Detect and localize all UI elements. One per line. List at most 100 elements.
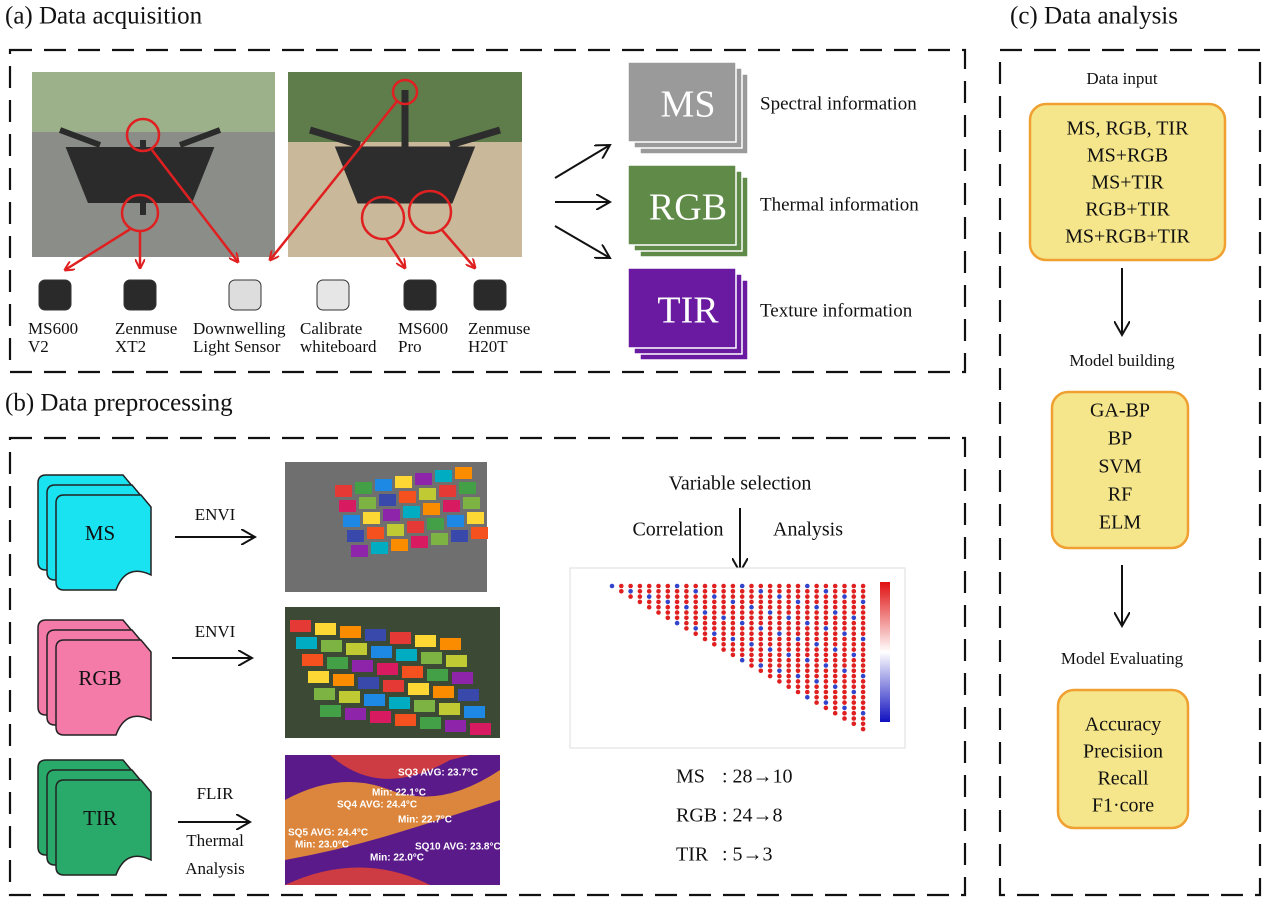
corr-dot [832,620,838,626]
plot-cell [321,640,342,652]
arrow [554,145,610,179]
corr-dot [795,684,801,689]
plot-cell [399,491,416,503]
corr-dot [786,626,791,631]
corr-dot [823,594,829,599]
plot-cell [431,533,448,545]
plot-cell [320,705,341,717]
thermal-hotspot [285,770,500,860]
corr-dot [832,668,838,674]
corr-dot [758,652,764,658]
thermal-label: Min: 23.0°C [295,840,349,851]
corr-dot [842,599,847,605]
reduction-value: : 28→10 [722,766,793,788]
colorbar [880,582,890,722]
corr-dot [823,626,829,631]
corr-dot [749,615,754,621]
thermal-label: Min: 22.1°C [372,788,426,799]
corr-dot [628,583,633,589]
corr-dot [758,610,764,615]
corr-dot [777,589,782,594]
corr-dot [786,657,791,663]
corr-dot [842,652,847,658]
corr-dot [860,679,866,684]
corr-dot [712,642,717,647]
corr-dot [851,710,857,716]
plot-cell [345,708,366,720]
corr-dot [805,689,810,695]
plot-cell [367,527,384,539]
corr-dot [805,610,810,615]
corr-dot [721,642,726,647]
corr-dot [749,636,754,642]
reduction-value: : 5→3 [722,844,773,866]
image-label: RGB [649,187,727,229]
corr-dot [832,642,838,647]
block-box [1028,102,1227,262]
corr-dot [860,663,866,668]
corr-dot [758,626,764,631]
highlight [125,117,161,153]
plot-cell [423,503,440,515]
corr-dot [674,594,680,599]
corr-dot [795,668,801,674]
plot-cell [464,706,485,718]
corr-dot [823,642,829,647]
corr-dot [805,679,810,684]
corr-dot [842,663,847,668]
corr-dot [860,657,866,663]
device-label: Zenmuse [468,319,530,338]
corr-dot [702,583,708,589]
corr-dot [684,626,689,631]
corr-dot [842,626,847,631]
corr-dot [674,610,680,615]
corr-dot [814,599,819,605]
block-label: Data input [1086,69,1158,88]
corr-dot [767,599,773,605]
corr-dot [842,657,847,663]
plot-cell [439,485,456,497]
corr-dot [777,642,782,647]
plot-cell [421,652,442,664]
corr-dot [805,695,810,700]
highlight [391,78,419,106]
corr-dot [730,620,736,626]
corr-dot [805,663,810,668]
corr-dot [693,626,698,631]
block-item: Recall [1097,768,1149,790]
corr-dot [832,684,838,689]
corr-dot [730,604,736,610]
block-item: MS+TIR [1091,172,1164,194]
corr-dot [842,668,847,674]
corr-dot [805,615,810,621]
corr-dot [684,599,689,605]
corr-dot [721,610,726,615]
plot-cell [364,694,385,706]
corr-dot [693,615,698,621]
corr-dot [851,615,857,621]
plot-cell [470,723,491,735]
corr-dot [721,620,726,626]
image-layer [627,61,737,143]
tool-label: FLIR [197,784,235,803]
corr-dot [832,673,838,679]
corr-dot [851,673,857,679]
corr-dot [749,647,754,652]
block-item: MS+RGB+TIR [1065,226,1190,248]
plot-cell [359,497,376,509]
corr-dot [851,668,857,674]
corr-dot [767,663,773,668]
corr-dot [851,684,857,689]
corr-dot [684,589,689,594]
corr-dot [656,599,661,605]
image-layer [627,164,737,246]
corr-dot [739,642,745,647]
corr-dot [832,626,838,631]
corr-dot [777,636,782,642]
corr-dot [646,604,652,610]
corr-dot [665,583,671,589]
corr-dot [739,604,745,610]
corr-dot [730,615,736,621]
corr-dot [721,583,726,589]
plot-cell [370,711,391,723]
